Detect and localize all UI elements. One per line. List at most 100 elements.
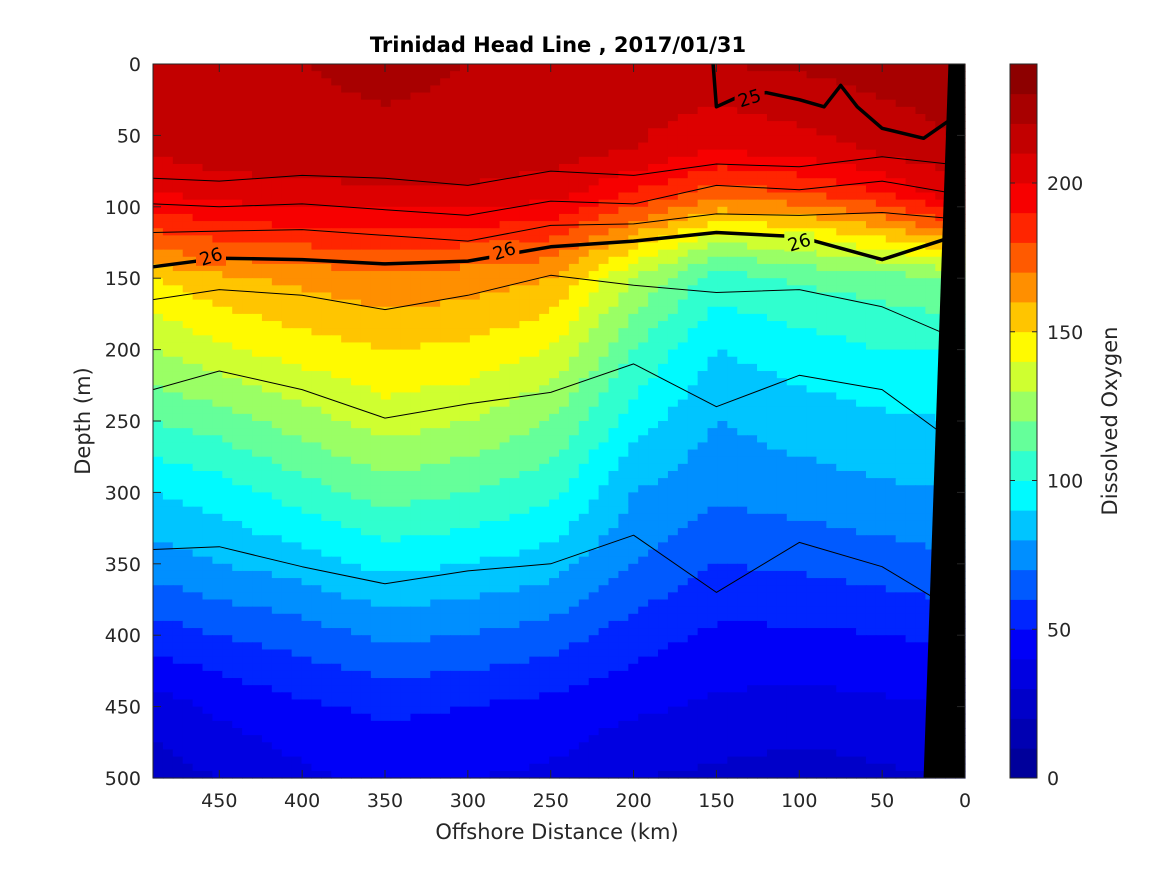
heatmap-cell [370, 135, 382, 144]
heatmap-cell [400, 306, 412, 315]
heatmap-cell [311, 363, 322, 372]
heatmap-cell [430, 356, 441, 365]
heatmap-cell [232, 221, 243, 229]
heatmap-cell [331, 285, 342, 294]
heatmap-cell [519, 221, 530, 229]
heatmap-cell [261, 449, 273, 458]
heatmap-cell [598, 249, 610, 258]
heatmap-cell [796, 78, 808, 87]
heatmap-cell [450, 328, 461, 336]
heatmap-cell [747, 470, 758, 479]
heatmap-cell [677, 356, 689, 365]
heatmap-cell [242, 121, 253, 129]
heatmap-cell [162, 485, 174, 493]
heatmap-cell [281, 456, 293, 465]
heatmap-cell [915, 399, 926, 408]
heatmap-cell [440, 313, 451, 322]
heatmap-cell [410, 299, 421, 308]
heatmap-cell [519, 206, 530, 215]
heatmap-cell [261, 413, 273, 422]
heatmap-cell [865, 392, 877, 401]
heatmap-cell [212, 228, 223, 236]
heatmap-cell [479, 185, 491, 194]
heatmap-cell [153, 485, 164, 493]
heatmap-cell [202, 99, 214, 108]
heatmap-cell [469, 149, 481, 158]
heatmap-cell [410, 463, 421, 472]
heatmap-cell [499, 492, 511, 501]
heatmap-cell [519, 249, 530, 258]
heatmap-cell [469, 428, 481, 436]
heatmap-cell [172, 463, 184, 472]
heatmap-cell [559, 256, 570, 265]
heatmap-cell [341, 470, 352, 479]
heatmap-cell [450, 206, 461, 215]
heatmap-cell [172, 421, 184, 429]
heatmap-cell [370, 64, 382, 72]
heatmap-cell [786, 192, 798, 201]
heatmap-cell [826, 149, 837, 158]
heatmap-cell [648, 99, 659, 108]
heatmap-cell [648, 206, 659, 215]
heatmap-cell [915, 221, 926, 229]
heatmap-cell [875, 435, 887, 444]
heatmap-cell [252, 213, 263, 222]
heatmap-cell [539, 306, 550, 315]
heatmap-cell [915, 292, 926, 301]
heatmap-cell [786, 278, 798, 286]
heatmap-cell [667, 278, 679, 286]
heatmap-cell [895, 328, 907, 336]
heatmap-cell [252, 99, 263, 108]
heatmap-cell [341, 64, 352, 72]
heatmap-cell [588, 263, 600, 272]
heatmap-cell [519, 228, 530, 236]
heatmap-cell [509, 135, 520, 144]
heatmap-cell [380, 306, 392, 315]
heatmap-cell [420, 206, 431, 215]
heatmap-cell [410, 156, 421, 165]
heatmap-cell [410, 478, 421, 486]
heatmap-cell [469, 449, 481, 458]
heatmap-cell [489, 113, 501, 122]
heatmap-cell [202, 392, 214, 401]
heatmap-cell [529, 221, 540, 229]
heatmap-cell [925, 356, 936, 365]
heatmap-cell [648, 292, 659, 301]
heatmap-cell [182, 413, 194, 422]
heatmap-cell [153, 356, 164, 365]
heatmap-cell [242, 171, 253, 179]
heatmap-cell [301, 492, 313, 501]
heatmap-cell [895, 478, 907, 486]
heatmap-cell [499, 356, 511, 365]
heatmap-cell [440, 128, 451, 136]
heatmap-cell [529, 85, 540, 94]
heatmap-cell [469, 121, 481, 129]
heatmap-cell [638, 378, 649, 386]
heatmap-cell [915, 85, 926, 94]
heatmap-cell [271, 156, 283, 165]
heatmap-cell [935, 106, 946, 115]
heatmap-cell [390, 442, 402, 451]
heatmap-cell [865, 278, 877, 286]
heatmap-cell [301, 199, 313, 208]
heatmap-cell [479, 342, 491, 351]
heatmap-cell [578, 356, 590, 365]
heatmap-cell [796, 463, 808, 472]
heatmap-cell [895, 171, 907, 179]
heatmap-cell [529, 149, 540, 158]
heatmap-cell [301, 242, 313, 251]
heatmap-cell [935, 192, 946, 201]
heatmap-cell [192, 199, 204, 208]
heatmap-cell [153, 178, 164, 186]
heatmap-cell [638, 335, 649, 344]
heatmap-cell [648, 213, 659, 222]
heatmap-cell [440, 321, 451, 329]
heatmap-cell [677, 228, 689, 236]
heatmap-cell [459, 371, 471, 379]
heatmap-cell [598, 192, 610, 201]
heatmap-cell [707, 378, 719, 386]
heatmap-cell [489, 92, 501, 101]
heatmap-cell [459, 356, 471, 365]
heatmap-cell [786, 249, 798, 258]
heatmap-cell [459, 213, 471, 222]
